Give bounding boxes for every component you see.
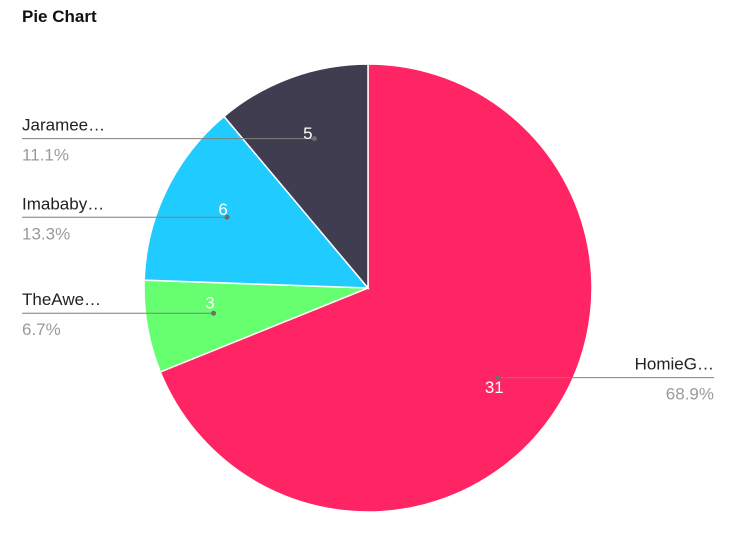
pie-slice-homieg[interactable] [159, 63, 593, 513]
leader-lines [22, 136, 714, 381]
slice-percent-label-theawe: 6.7% [22, 320, 61, 339]
leader-dot-jaramee [311, 136, 317, 142]
slice-value-label-jaramee: 5 [303, 124, 312, 143]
slice-name-label-imababy: Imababy… [22, 194, 104, 213]
pie-labels: 31 HomieG… 68.9% 3 TheAwe… 6.7% 6 Imababy… 13.3%… [22, 116, 714, 404]
leader-dot-homieg [495, 375, 501, 381]
chart-title: Pie Chart [22, 7, 97, 26]
pie-slice-jaramee[interactable] [222, 63, 369, 291]
slice-value-label-theawe: 3 [205, 293, 214, 312]
pie-slice-imababy[interactable] [143, 115, 370, 289]
leader-dot-imababy [224, 214, 230, 220]
leader-dot-theawe [211, 310, 217, 316]
slice-name-label-jaramee: Jaramee… [22, 116, 105, 135]
slice-percent-label-jaramee: 11.1% [22, 146, 69, 165]
slice-value-label-imababy: 6 [218, 200, 227, 219]
pie-slices [143, 63, 593, 513]
slice-name-label-theawe: TheAwe… [22, 290, 101, 309]
slice-value-label-homieg: 31 [485, 378, 504, 397]
slice-percent-label-homieg: 68.9% [666, 385, 714, 404]
slice-percent-label-imababy: 13.3% [22, 224, 70, 243]
slice-name-label-homieg: HomieG… [635, 355, 714, 374]
